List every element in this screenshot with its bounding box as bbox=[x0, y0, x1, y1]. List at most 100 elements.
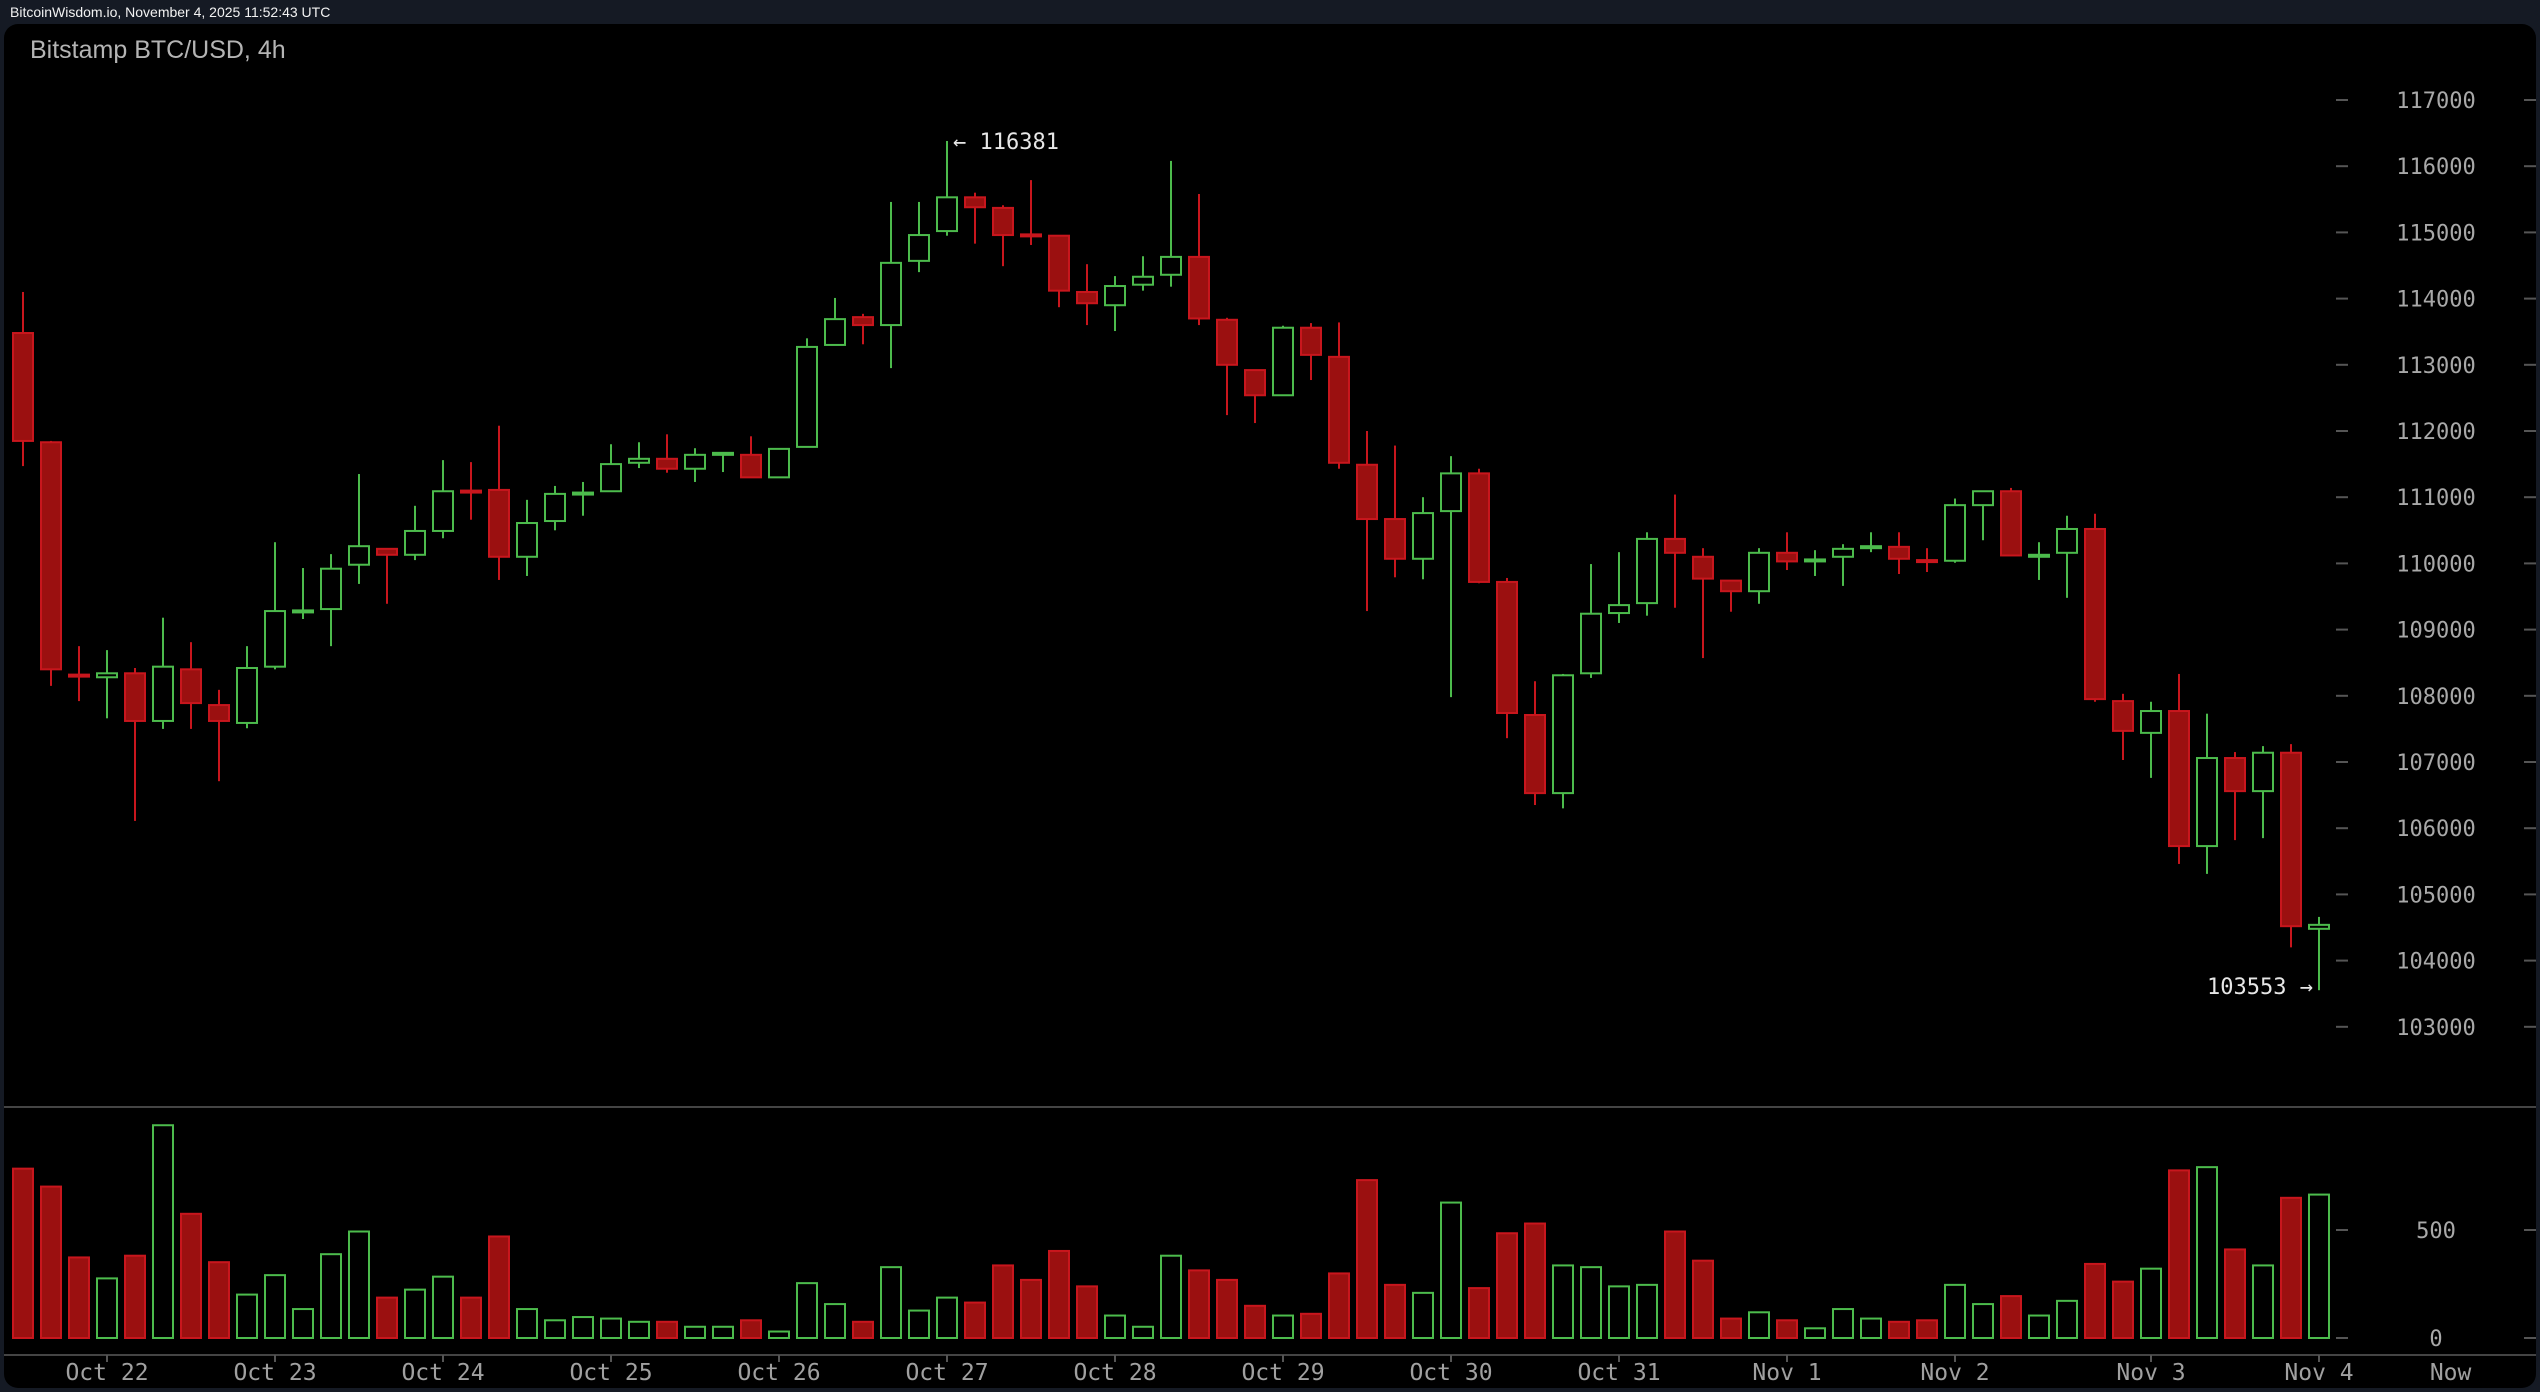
candle bbox=[1356, 431, 1378, 612]
candle bbox=[1076, 264, 1098, 326]
candle bbox=[432, 460, 454, 539]
volume-bar bbox=[2056, 1299, 2078, 1340]
candle bbox=[2196, 713, 2218, 874]
volume-bar bbox=[880, 1266, 902, 1339]
candle bbox=[1020, 180, 1042, 245]
volume-bar bbox=[936, 1296, 958, 1340]
volume-bar bbox=[1328, 1272, 1350, 1340]
volume-bar bbox=[1356, 1179, 1378, 1339]
candle bbox=[1748, 548, 1770, 604]
time-tick-label: Nov 4 bbox=[2284, 1360, 2353, 1386]
volume-bar bbox=[600, 1317, 622, 1340]
candle bbox=[180, 642, 202, 729]
price-tick-label: 112000 bbox=[2396, 420, 2475, 445]
price-tick-label: 105000 bbox=[2396, 883, 2475, 908]
price-tick-label: 117000 bbox=[2396, 89, 2475, 114]
time-tick-label: Nov 1 bbox=[1752, 1360, 1821, 1386]
candle bbox=[40, 440, 62, 686]
candle bbox=[880, 201, 902, 369]
volume-bar bbox=[1048, 1249, 1070, 1340]
candle bbox=[1552, 673, 1574, 809]
volume-bar bbox=[1076, 1285, 1098, 1339]
time-tick-label: Oct 28 bbox=[1073, 1360, 1156, 1386]
candle bbox=[824, 297, 846, 346]
volume-bar bbox=[1412, 1291, 1434, 1339]
candle bbox=[1440, 456, 1462, 698]
volume-bar bbox=[2224, 1248, 2246, 1339]
volume-bar bbox=[1272, 1314, 1294, 1340]
candle bbox=[2084, 513, 2106, 702]
volume-bar bbox=[1916, 1319, 1938, 1339]
candle bbox=[2280, 744, 2302, 948]
candle bbox=[404, 505, 426, 561]
volume-bar bbox=[796, 1282, 818, 1339]
volume-bar bbox=[1636, 1283, 1658, 1340]
candle bbox=[460, 462, 482, 520]
volume-bar bbox=[656, 1320, 678, 1340]
price-tick-label: 103000 bbox=[2396, 1016, 2475, 1041]
volume-bar bbox=[824, 1303, 846, 1340]
volume-bar bbox=[488, 1235, 510, 1339]
candle bbox=[796, 338, 818, 448]
volume-bar bbox=[544, 1319, 566, 1339]
candle bbox=[1944, 498, 1966, 563]
volume-bar bbox=[180, 1212, 202, 1340]
candle bbox=[628, 442, 650, 469]
volume-bar bbox=[712, 1325, 734, 1339]
volume-bar bbox=[376, 1296, 398, 1340]
price-tick-label: 116000 bbox=[2396, 155, 2475, 180]
time-tick-label: Nov 2 bbox=[1920, 1360, 1989, 1386]
volume-bar bbox=[1776, 1319, 1798, 1339]
candle bbox=[1972, 490, 1994, 541]
volume-tick-label: 0 bbox=[2429, 1327, 2442, 1352]
candle bbox=[572, 481, 594, 516]
price-annotations: ← 116381 103553 → bbox=[953, 130, 2313, 1000]
volume-bar bbox=[2000, 1295, 2022, 1339]
volume-bar bbox=[1888, 1320, 1910, 1340]
volume-bar bbox=[236, 1293, 258, 1339]
candle bbox=[544, 485, 566, 531]
candle bbox=[656, 434, 678, 473]
volume-bar bbox=[264, 1274, 286, 1340]
volume-bar bbox=[1132, 1325, 1154, 1339]
candle bbox=[1608, 552, 1630, 623]
chart-panel: Bitstamp BTC/USD, 4h 117000 116000 115000 1… bbox=[4, 24, 2536, 1388]
volume-bar bbox=[124, 1254, 146, 1339]
volume-bar bbox=[1972, 1303, 1994, 1340]
time-tick-label: Nov 3 bbox=[2116, 1360, 2185, 1386]
time-axis: Oct 22 Oct 23 Oct 24 Oct 25 Oct 26 Oct 27 Oct … bbox=[65, 1355, 2472, 1386]
time-tick-label: Oct 24 bbox=[401, 1360, 484, 1386]
candle bbox=[1916, 548, 1938, 573]
candlestick-chart[interactable]: 117000 116000 115000 114000 113000 112000 1110… bbox=[4, 24, 2536, 1388]
price-candles bbox=[12, 140, 2330, 991]
candle bbox=[1300, 323, 1322, 381]
chart-title: Bitstamp BTC/USD, 4h bbox=[30, 36, 286, 64]
source-timestamp: BitcoinWisdom.io, November 4, 2025 11:52… bbox=[10, 4, 331, 20]
volume-tick-label: 500 bbox=[2416, 1219, 2456, 1244]
volume-bar bbox=[2196, 1166, 2218, 1340]
candle bbox=[1048, 234, 1070, 308]
candle bbox=[2140, 701, 2162, 778]
volume-bar bbox=[1468, 1287, 1490, 1340]
candle bbox=[1496, 577, 1518, 739]
candle bbox=[852, 313, 874, 345]
volume-bar bbox=[1440, 1201, 1462, 1339]
volume-axis: 500 0 bbox=[2336, 1219, 2536, 1352]
volume-bar bbox=[1160, 1254, 1182, 1339]
volume-bar bbox=[208, 1261, 230, 1339]
candle bbox=[1160, 160, 1182, 287]
candle bbox=[1524, 681, 1546, 806]
volume-bar bbox=[1720, 1317, 1742, 1340]
time-tick-label: Oct 23 bbox=[233, 1360, 316, 1386]
volume-bar bbox=[964, 1301, 986, 1340]
time-tick-label: Oct 27 bbox=[905, 1360, 988, 1386]
price-tick-label: 107000 bbox=[2396, 751, 2475, 776]
candle bbox=[516, 499, 538, 576]
time-tick-label: Oct 29 bbox=[1241, 1360, 1324, 1386]
volume-bar bbox=[1020, 1278, 1042, 1339]
volume-bar bbox=[1580, 1266, 1602, 1339]
volume-bar bbox=[2140, 1267, 2162, 1339]
volume-bar bbox=[1496, 1232, 1518, 1339]
candle bbox=[264, 542, 286, 670]
volume-bar bbox=[768, 1330, 790, 1340]
